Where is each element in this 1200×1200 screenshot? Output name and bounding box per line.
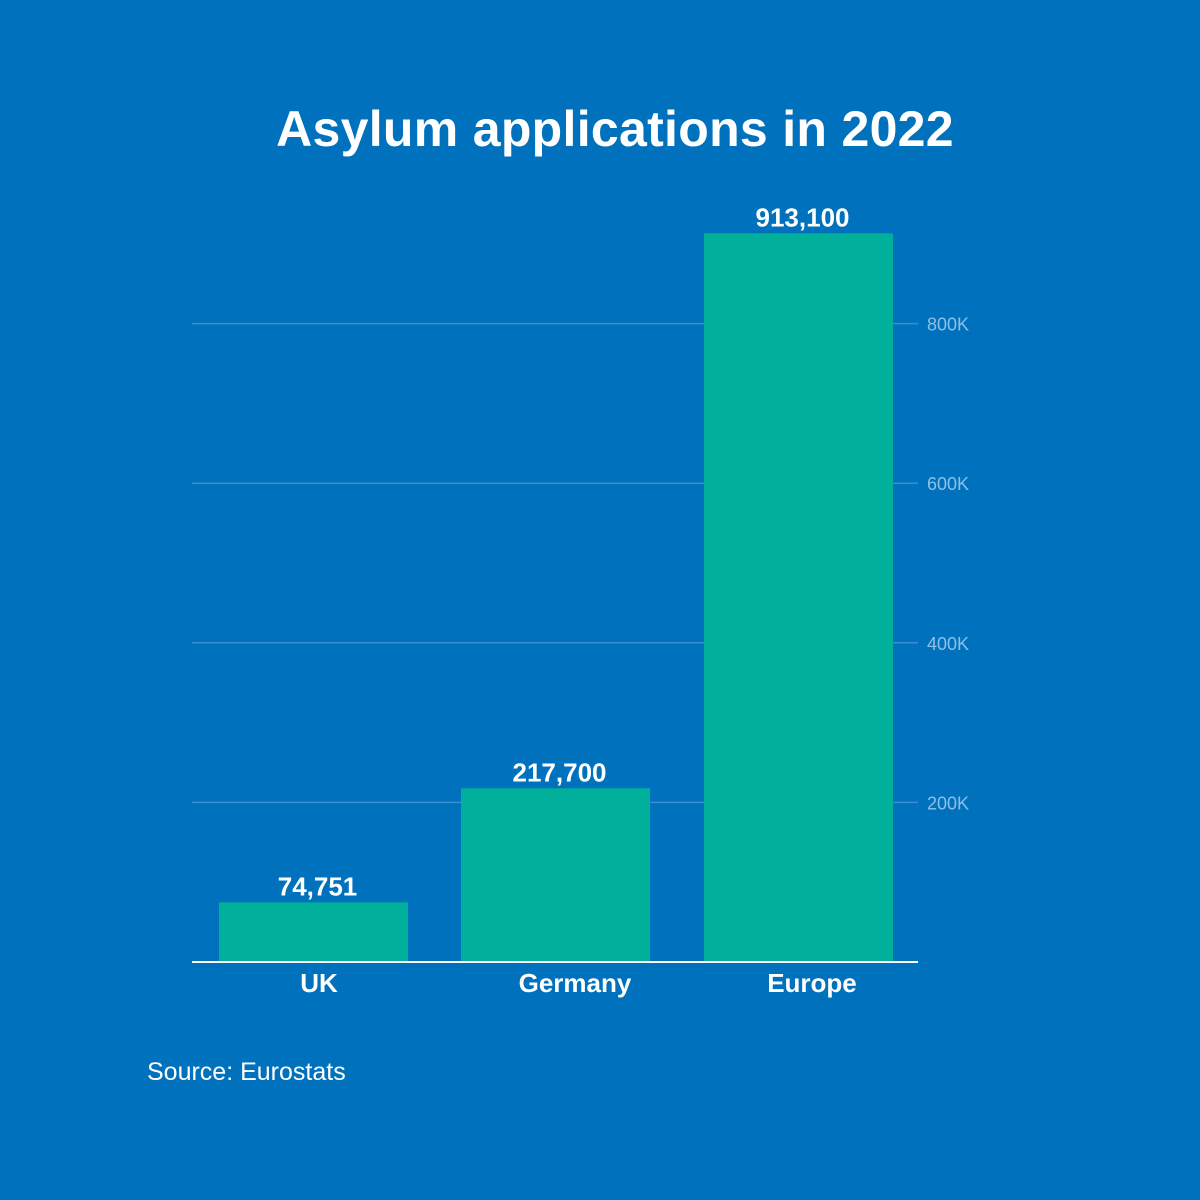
x-tick-label: Europe bbox=[767, 968, 857, 998]
y-tick-label: 400K bbox=[927, 634, 969, 654]
y-tick-label: 600K bbox=[927, 474, 969, 494]
bar bbox=[219, 902, 408, 962]
chart-title: Asylum applications in 2022 bbox=[276, 101, 954, 157]
y-tick-label: 200K bbox=[927, 793, 969, 813]
x-tick-label: UK bbox=[300, 968, 338, 998]
x-tick-label: Germany bbox=[519, 968, 632, 998]
bar bbox=[704, 233, 893, 963]
y-tick-label: 800K bbox=[927, 315, 969, 335]
data-label: 913,100 bbox=[756, 202, 850, 232]
data-label: 217,700 bbox=[513, 757, 607, 787]
bar bbox=[461, 788, 650, 962]
data-label: 74,751 bbox=[278, 871, 358, 901]
source-note: Source: Eurostats bbox=[147, 1058, 346, 1086]
